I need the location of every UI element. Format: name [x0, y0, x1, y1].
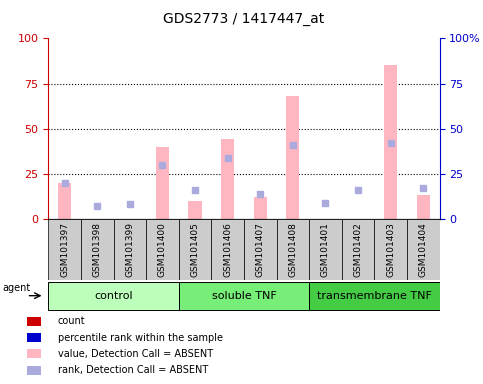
Text: value, Detection Call = ABSENT: value, Detection Call = ABSENT	[58, 349, 213, 359]
Bar	[407, 219, 440, 280]
Bar	[146, 219, 179, 280]
Bar	[342, 219, 374, 280]
Bar	[212, 219, 244, 280]
Bar	[27, 333, 41, 342]
Text: GDS2773 / 1417447_at: GDS2773 / 1417447_at	[163, 12, 325, 25]
Bar	[254, 197, 267, 219]
Text: GSM101403: GSM101403	[386, 222, 395, 277]
Bar	[374, 219, 407, 280]
Text: GSM101407: GSM101407	[256, 222, 265, 277]
Bar	[309, 219, 342, 280]
Point	[126, 201, 134, 207]
Bar	[384, 65, 397, 219]
Bar	[179, 219, 212, 280]
Text: GSM101399: GSM101399	[125, 222, 134, 277]
Point	[61, 180, 69, 186]
Point	[256, 190, 264, 197]
Point	[191, 187, 199, 193]
Text: GSM101406: GSM101406	[223, 222, 232, 277]
Bar	[156, 147, 169, 219]
Bar	[188, 201, 201, 219]
Text: GSM101400: GSM101400	[158, 222, 167, 277]
Point	[419, 185, 427, 191]
Bar	[286, 96, 299, 219]
Point	[93, 203, 101, 209]
Text: GSM101405: GSM101405	[190, 222, 199, 277]
Point	[224, 154, 231, 161]
Point	[387, 140, 395, 146]
Text: GSM101401: GSM101401	[321, 222, 330, 277]
Text: GSM101402: GSM101402	[354, 222, 363, 277]
Bar	[48, 219, 81, 280]
Text: rank, Detection Call = ABSENT: rank, Detection Call = ABSENT	[58, 365, 208, 375]
Text: GSM101404: GSM101404	[419, 222, 428, 277]
Bar	[27, 317, 41, 326]
Bar	[276, 219, 309, 280]
Bar	[221, 139, 234, 219]
Text: GSM101397: GSM101397	[60, 222, 69, 277]
Text: GSM101408: GSM101408	[288, 222, 298, 277]
Bar	[114, 219, 146, 280]
Bar	[27, 349, 41, 358]
Bar	[244, 219, 277, 280]
Bar	[81, 219, 114, 280]
Text: count: count	[58, 316, 85, 326]
Text: control: control	[94, 291, 133, 301]
Point	[322, 200, 329, 206]
Bar	[48, 282, 179, 310]
Point	[158, 162, 166, 168]
Point	[289, 142, 297, 148]
Text: agent: agent	[2, 283, 30, 293]
Bar	[58, 183, 71, 219]
Bar	[417, 195, 430, 219]
Text: GSM101398: GSM101398	[93, 222, 102, 277]
Point	[354, 187, 362, 193]
Text: soluble TNF: soluble TNF	[212, 291, 276, 301]
Text: transmembrane TNF: transmembrane TNF	[317, 291, 432, 301]
Text: percentile rank within the sample: percentile rank within the sample	[58, 333, 223, 343]
Bar	[179, 282, 309, 310]
Bar	[27, 366, 41, 375]
Bar	[309, 282, 440, 310]
